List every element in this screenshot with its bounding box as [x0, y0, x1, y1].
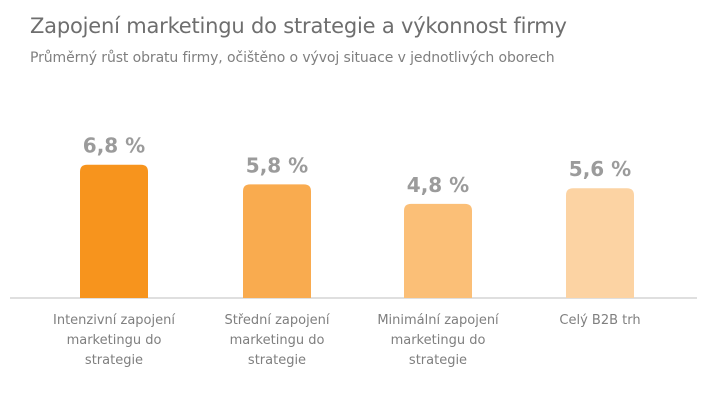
category-label: strategie — [409, 353, 467, 368]
chart-title: Zapojení marketingu do strategie a výkon… — [30, 14, 567, 38]
bar-value-label: 5,8 % — [246, 153, 308, 177]
bar — [404, 203, 472, 298]
category-label: strategie — [248, 353, 306, 368]
category-label: Intenzivní zapojení — [53, 313, 175, 328]
bar-value-label: 4,8 % — [407, 173, 469, 197]
bar — [243, 184, 311, 298]
category-label: strategie — [85, 353, 143, 368]
category-label: Minimální zapojení — [377, 313, 499, 328]
category-label: Střední zapojení — [224, 313, 329, 328]
bar-value-label: 6,8 % — [83, 134, 145, 158]
category-label: marketingu do — [67, 333, 162, 348]
bar — [566, 188, 634, 298]
chart-subtitle: Průměrný růst obratu firmy, očištěno o v… — [30, 50, 555, 66]
category-label: marketingu do — [391, 333, 486, 348]
bar — [80, 164, 148, 298]
category-label: Celý B2B trh — [559, 313, 640, 328]
bar-value-label: 5,6 % — [569, 157, 631, 181]
category-label: marketingu do — [230, 333, 325, 348]
